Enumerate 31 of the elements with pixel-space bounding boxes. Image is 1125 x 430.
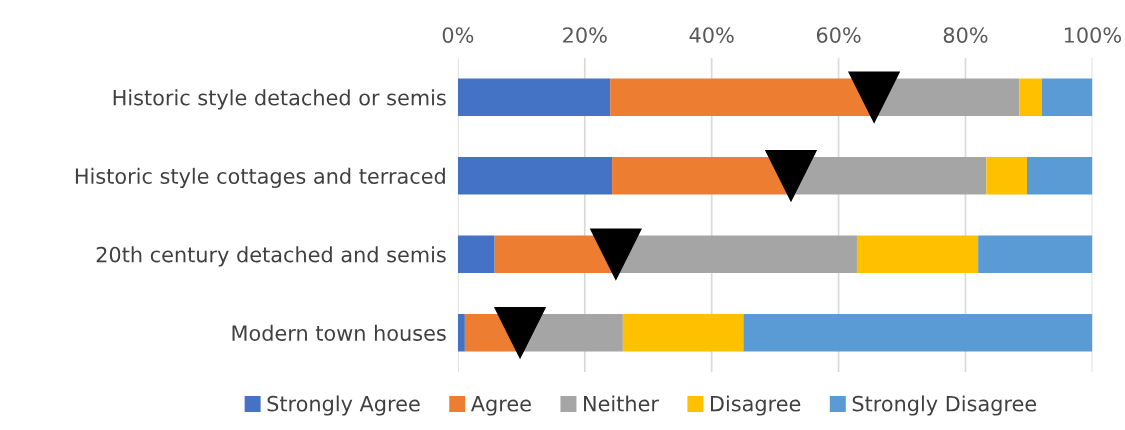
bar [457,156,613,195]
point [848,71,900,123]
point [494,307,546,359]
y-tick-label: Historic style detached or semis [113,89,446,110]
x-tick-label: 40% [689,27,734,43]
legend-label: Disagree [710,395,801,416]
bar [457,313,465,352]
x-tick-label: 0% [442,27,474,43]
y-tick-label: Historic style cottages and terraced [75,167,445,189]
point [765,150,817,202]
legend-label: Agree [470,396,531,416]
bar [1019,78,1042,117]
legend-label: Neither [584,395,659,412]
y-tick-label: Modern town houses [232,324,446,341]
bar [986,156,1028,195]
x-tick-label: 60% [816,27,861,43]
bar [457,78,611,117]
bar [856,235,979,274]
legend-label: Strongly Disagree [852,395,1037,416]
legend-label: Strongly Agree [267,395,420,416]
bar [1041,78,1093,117]
y-tick-label: 20th century detached and semis [96,246,446,267]
bar [1027,156,1093,195]
bar [743,313,1093,352]
x-tick-label: 100% [1064,27,1121,43]
point [590,228,642,280]
bar [457,235,495,274]
x-tick-label: 80% [943,27,988,43]
bar [978,235,1093,274]
x-tick-label: 20% [563,27,607,43]
bar [622,313,744,352]
